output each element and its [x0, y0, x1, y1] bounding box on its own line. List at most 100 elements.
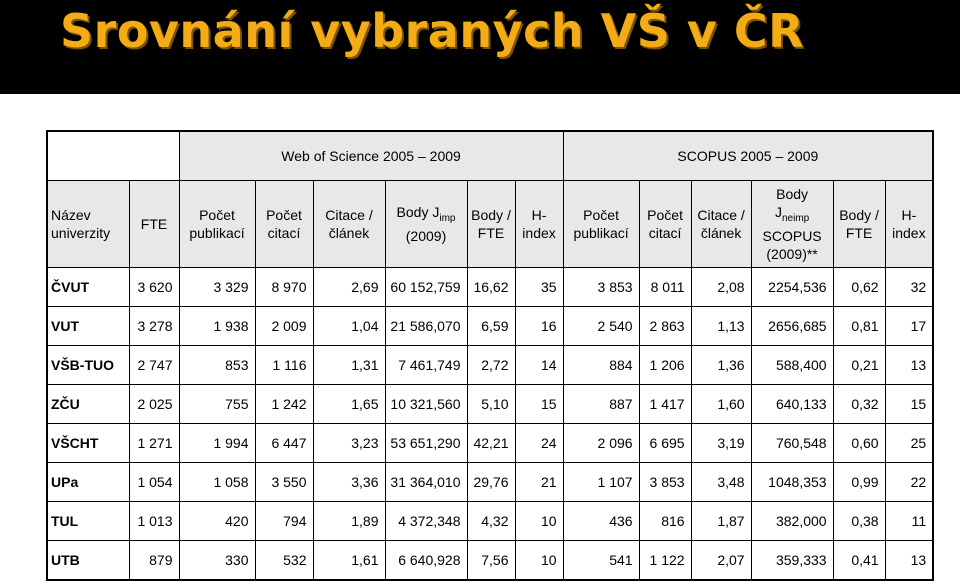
cell-wos-h: 24 [514, 423, 564, 463]
cell-wos-body: 10 321,560 [384, 384, 468, 424]
cell-wos-h: 10 [514, 501, 564, 541]
cell-sc-pubs: 1 107 [562, 462, 640, 502]
cell-wos-pubs: 3 329 [178, 267, 256, 307]
header-name: Název univerzity [46, 180, 130, 268]
cell-sc-pubs: 884 [562, 345, 640, 385]
cell-sc-body: 382,000 [750, 501, 834, 541]
table-row: UTB 879 330 532 1,61 6 640,928 7,56 10 5… [46, 540, 934, 581]
cell-wos-h: 35 [514, 267, 564, 307]
cell-wos-cites: 8 970 [254, 267, 314, 307]
cell-fte: 1 271 [128, 423, 180, 463]
cell-fte: 1 013 [128, 501, 180, 541]
cell-wos-body: 60 152,759 [384, 267, 468, 307]
cell-wos-bfte: 5,10 [466, 384, 516, 424]
header-sc-body: Body Jneimp SCOPUS (2009)** [750, 180, 834, 268]
table-row: VUT 3 278 1 938 2 009 1,04 21 586,070 6,… [46, 306, 934, 346]
table-row: TUL 1 013 420 794 1,89 4 372,348 4,32 10… [46, 501, 934, 541]
cell-sc-body: 359,333 [750, 540, 834, 581]
header-wos-body-sub: imp [439, 212, 456, 224]
cell-wos-bfte: 6,59 [466, 306, 516, 346]
cell-fte: 2 747 [128, 345, 180, 385]
cell-wos-body: 53 651,290 [384, 423, 468, 463]
cell-wos-body: 31 364,010 [384, 462, 468, 502]
cell-wos-cpa: 1,61 [312, 540, 386, 581]
cell-sc-body: 2254,536 [750, 267, 834, 307]
header-wos-cites: Počet citací [254, 180, 314, 268]
header-wos-h: H-index [514, 180, 564, 268]
cell-wos-h: 14 [514, 345, 564, 385]
header-sc-bfte: Body / FTE [832, 180, 886, 268]
cell-sc-cites: 2 863 [638, 306, 692, 346]
table-row: ČVUT 3 620 3 329 8 970 2,69 60 152,759 1… [46, 267, 934, 307]
header-sc-cpa: Citace / článek [690, 180, 752, 268]
cell-sc-cites: 1 122 [638, 540, 692, 581]
group-header-row: Web of Science 2005 – 2009 SCOPUS 2005 –… [46, 130, 934, 181]
cell-wos-cites: 532 [254, 540, 314, 581]
cell-wos-cites: 6 447 [254, 423, 314, 463]
cell-wos-body: 4 372,348 [384, 501, 468, 541]
header-sc-body-post1: SCOPUS [762, 228, 822, 245]
cell-wos-bfte: 16,62 [466, 267, 516, 307]
cell-name: ČVUT [46, 267, 130, 307]
header-sc-body-pre1: Body [776, 185, 809, 202]
header-wos-bfte: Body / FTE [466, 180, 516, 268]
cell-wos-body: 7 461,749 [384, 345, 468, 385]
cell-sc-bfte: 0,38 [832, 501, 886, 541]
cell-wos-cpa: 3,36 [312, 462, 386, 502]
cell-name: VŠB-TUO [46, 345, 130, 385]
cell-wos-body: 21 586,070 [384, 306, 468, 346]
cell-wos-bfte: 4,32 [466, 501, 516, 541]
cell-sc-h: 15 [884, 384, 934, 424]
cell-wos-pubs: 755 [178, 384, 256, 424]
cell-sc-cpa: 3,19 [690, 423, 752, 463]
header-fte: FTE [128, 180, 180, 268]
cell-sc-cpa: 1,13 [690, 306, 752, 346]
cell-wos-bfte: 7,56 [466, 540, 516, 581]
cell-sc-h: 22 [884, 462, 934, 502]
cell-sc-cites: 1 206 [638, 345, 692, 385]
cell-sc-cpa: 1,60 [690, 384, 752, 424]
header-wos-body-pre: Body J [396, 203, 440, 220]
cell-sc-bfte: 0,81 [832, 306, 886, 346]
title-bar: Srovnání vybraných VŠ v ČR [0, 0, 960, 94]
cell-sc-cites: 8 011 [638, 267, 692, 307]
cell-sc-cpa: 2,07 [690, 540, 752, 581]
cell-wos-cites: 2 009 [254, 306, 314, 346]
page-title: Srovnání vybraných VŠ v ČR [60, 4, 805, 58]
cell-sc-cites: 3 853 [638, 462, 692, 502]
cell-name: ZČU [46, 384, 130, 424]
cell-wos-pubs: 1 994 [178, 423, 256, 463]
cell-sc-bfte: 0,21 [832, 345, 886, 385]
header-sc-body-sub: neimp [781, 212, 810, 224]
cell-wos-cpa: 2,69 [312, 267, 386, 307]
header-sc-cites: Počet citací [638, 180, 692, 268]
cell-sc-h: 13 [884, 345, 934, 385]
cell-wos-cites: 1 116 [254, 345, 314, 385]
group-scopus: SCOPUS 2005 – 2009 [562, 130, 934, 181]
header-sc-body-pre2: J [774, 203, 782, 220]
cell-sc-body: 640,133 [750, 384, 834, 424]
cell-wos-h: 15 [514, 384, 564, 424]
group-blank-cell [46, 130, 180, 181]
cell-sc-bfte: 0,62 [832, 267, 886, 307]
cell-wos-pubs: 1 938 [178, 306, 256, 346]
cell-wos-cpa: 1,89 [312, 501, 386, 541]
cell-sc-cites: 1 417 [638, 384, 692, 424]
cell-fte: 879 [128, 540, 180, 581]
cell-wos-bfte: 2,72 [466, 345, 516, 385]
cell-wos-cites: 1 242 [254, 384, 314, 424]
cell-sc-bfte: 0,41 [832, 540, 886, 581]
cell-wos-cites: 794 [254, 501, 314, 541]
cell-sc-h: 13 [884, 540, 934, 581]
cell-wos-cpa: 1,65 [312, 384, 386, 424]
cell-sc-cpa: 2,08 [690, 267, 752, 307]
cell-wos-cpa: 1,31 [312, 345, 386, 385]
cell-fte: 2 025 [128, 384, 180, 424]
table-row: UPa 1 054 1 058 3 550 3,36 31 364,010 29… [46, 462, 934, 502]
cell-wos-pubs: 853 [178, 345, 256, 385]
cell-wos-h: 16 [514, 306, 564, 346]
header-wos-pubs: Počet publikací [178, 180, 256, 268]
header-sc-body-post2: (2009)** [766, 246, 818, 263]
cell-sc-h: 25 [884, 423, 934, 463]
cell-sc-h: 11 [884, 501, 934, 541]
